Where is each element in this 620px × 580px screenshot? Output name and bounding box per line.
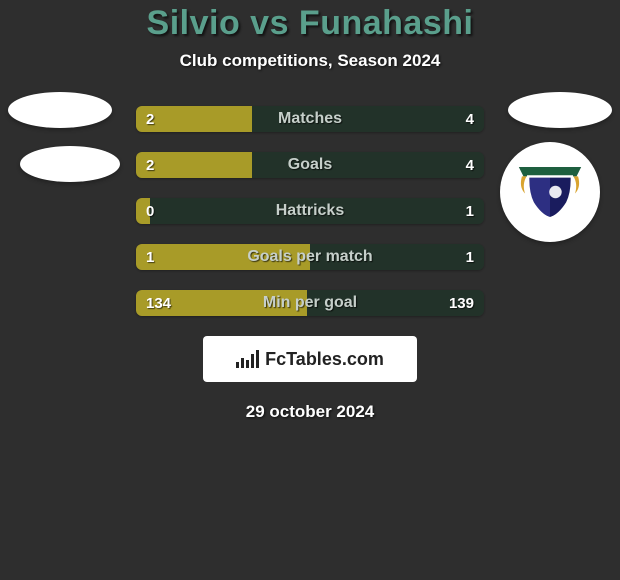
stat-label: Matches <box>136 106 484 132</box>
infographic-container: Silvio vs Funahashi Club competitions, Se… <box>0 0 620 580</box>
stat-value-left: 2 <box>146 152 154 178</box>
team-badge-placeholder <box>8 92 112 128</box>
stat-row: Min per goal134 139 <box>136 290 484 316</box>
stat-label: Goals per match <box>136 244 484 270</box>
stat-value-right: 1 <box>466 244 474 270</box>
stat-value-right: 1 <box>466 198 474 224</box>
stat-value-right: 4 <box>466 152 474 178</box>
team-crest <box>500 142 600 242</box>
stat-value-left: 2 <box>146 106 154 132</box>
stat-row: Goals per match1 1 <box>136 244 484 270</box>
stat-label: Min per goal <box>136 290 484 316</box>
stat-row: Hattricks0 1 <box>136 198 484 224</box>
stat-label: Hattricks <box>136 198 484 224</box>
stat-value-left: 1 <box>146 244 154 270</box>
subtitle: Club competitions, Season 2024 <box>0 51 620 71</box>
stat-value-right: 139 <box>449 290 474 316</box>
team-badge-placeholder <box>20 146 120 182</box>
stat-value-left: 0 <box>146 198 154 224</box>
team-badge-placeholder <box>508 92 612 128</box>
stat-label: Goals <box>136 152 484 178</box>
stat-row: Goals2 4 <box>136 152 484 178</box>
stat-value-right: 4 <box>466 106 474 132</box>
logo-text: FcTables.com <box>265 349 384 370</box>
chart-area: Matches24Goals24Hattricks01Goals per mat… <box>0 106 620 316</box>
bars-icon <box>236 350 259 368</box>
crest-icon <box>511 153 589 231</box>
stat-rows: Matches24Goals24Hattricks01Goals per mat… <box>136 106 484 316</box>
stat-value-left: 134 <box>146 290 171 316</box>
fctables-logo: FcTables.com <box>203 336 417 382</box>
date-text: 29 october 2024 <box>0 402 620 422</box>
page-title: Silvio vs Funahashi <box>0 4 620 43</box>
stat-row: Matches2 4 <box>136 106 484 132</box>
